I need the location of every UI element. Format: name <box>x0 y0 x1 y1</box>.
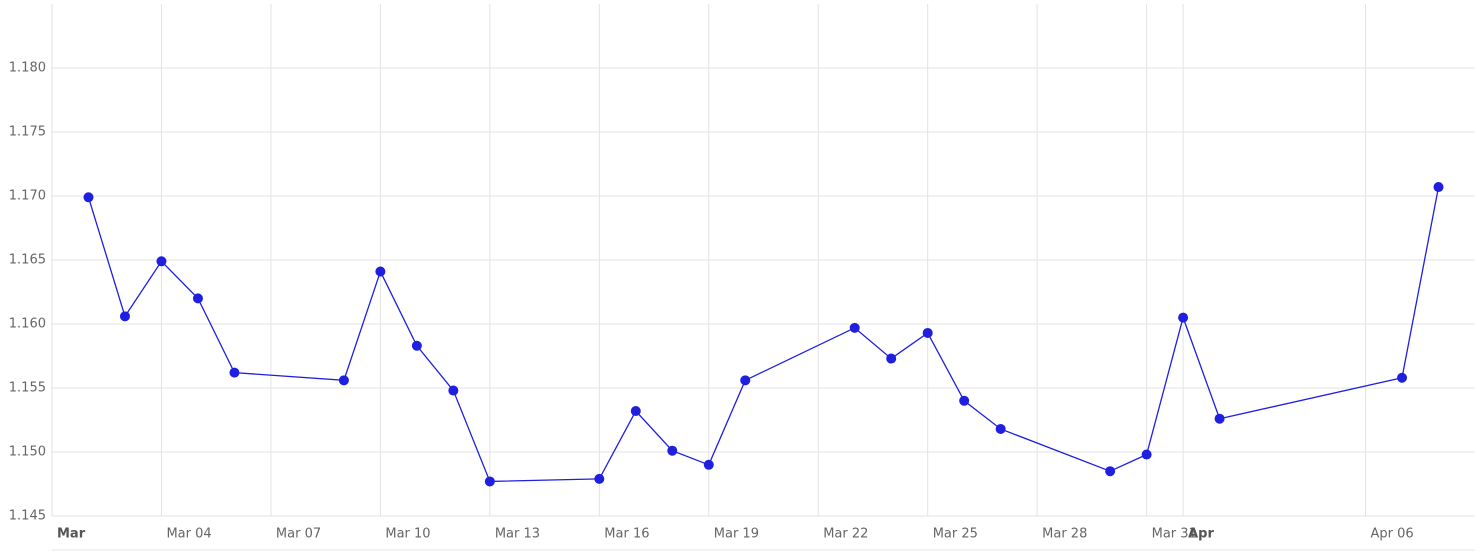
point <box>338 375 349 386</box>
x-tick-label: Mar 13 <box>495 527 540 542</box>
x-tick-label: Mar 19 <box>714 527 759 542</box>
point <box>83 192 94 203</box>
y-tick-label: 1.165 <box>9 253 46 268</box>
x-tick-label: Mar 31 <box>1152 527 1197 542</box>
point <box>703 459 714 470</box>
point <box>922 327 933 338</box>
y-tick-label: 1.155 <box>9 381 46 396</box>
line <box>87 186 1440 483</box>
point <box>594 473 605 484</box>
point <box>1214 413 1225 424</box>
point <box>667 445 678 456</box>
y-tick-label: 1.175 <box>9 125 46 140</box>
x-tick-label: Apr 06 <box>1371 527 1414 542</box>
point <box>192 293 203 304</box>
x-tick-label: Mar 04 <box>166 527 211 542</box>
y-tick-label: 1.150 <box>9 445 46 460</box>
point <box>849 322 860 333</box>
point <box>1105 466 1116 477</box>
point <box>959 395 970 406</box>
point <box>375 266 386 277</box>
x-tick-label: Mar 16 <box>604 527 649 542</box>
point <box>1178 312 1189 323</box>
point <box>119 311 130 322</box>
x-tick-label: Mar 07 <box>276 527 321 542</box>
y-tick-label: 1.170 <box>9 189 46 204</box>
point <box>156 256 167 267</box>
x-tick-label: Mar 22 <box>823 527 868 542</box>
x-tick-label: Mar 28 <box>1042 527 1087 542</box>
point <box>886 353 897 364</box>
x-tick-label: Apr <box>1188 527 1214 542</box>
point <box>630 406 641 417</box>
point <box>740 375 751 386</box>
point <box>1433 182 1444 193</box>
y-tick-label: 1.160 <box>9 317 46 332</box>
point <box>229 367 240 378</box>
y-tick-label: 1.145 <box>9 509 46 524</box>
x-tick-label: Mar 10 <box>385 527 430 542</box>
x-tick-label: Mar <box>57 527 86 542</box>
x-tick-label: Mar 25 <box>933 527 978 542</box>
point <box>1397 372 1408 383</box>
point <box>448 385 459 396</box>
point <box>1141 449 1152 460</box>
point <box>484 476 495 487</box>
y-tick-label: 1.180 <box>9 61 46 76</box>
point <box>411 340 422 351</box>
point <box>995 423 1006 434</box>
